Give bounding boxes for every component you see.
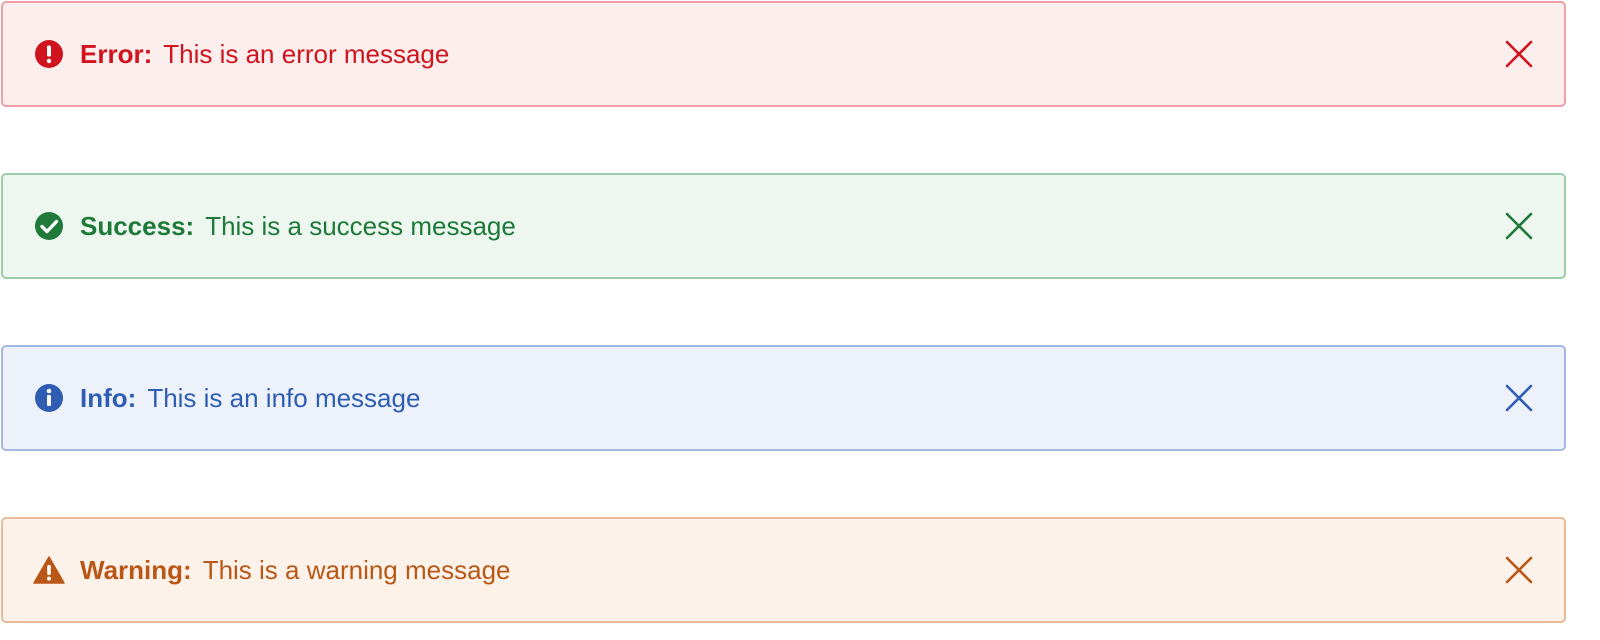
alert-text: Success: This is a success message bbox=[80, 175, 516, 277]
alert-text: Error: This is an error message bbox=[80, 3, 449, 105]
close-icon bbox=[1505, 384, 1533, 412]
alert-message: This is an error message bbox=[163, 38, 450, 69]
close-button[interactable] bbox=[1501, 36, 1537, 72]
close-icon bbox=[1505, 212, 1533, 240]
alert-text: Warning: This is a warning message bbox=[80, 519, 511, 621]
alert-message: This is an info message bbox=[147, 382, 421, 413]
success-alert: Success: This is a success message bbox=[1, 173, 1566, 279]
info-circle-icon bbox=[33, 382, 65, 414]
alert-title: Warning: bbox=[80, 554, 192, 585]
alert-title: Success: bbox=[80, 210, 195, 241]
alert-title: Error: bbox=[80, 38, 153, 69]
warning-triangle-icon bbox=[33, 554, 65, 586]
alert-message: This is a warning message bbox=[202, 554, 511, 585]
error-alert: Error: This is an error message bbox=[1, 1, 1566, 107]
close-button[interactable] bbox=[1501, 380, 1537, 416]
check-circle-icon bbox=[33, 210, 65, 242]
alert-text: Info: This is an info message bbox=[80, 347, 420, 449]
warning-alert: Warning: This is a warning message bbox=[1, 517, 1566, 623]
alert-title: Info: bbox=[80, 382, 137, 413]
info-alert: Info: This is an info message bbox=[1, 345, 1566, 451]
exclamation-circle-icon bbox=[33, 38, 65, 70]
alert-message: This is a success message bbox=[205, 210, 516, 241]
close-button[interactable] bbox=[1501, 208, 1537, 244]
close-button[interactable] bbox=[1501, 552, 1537, 588]
close-icon bbox=[1505, 40, 1533, 68]
close-icon bbox=[1505, 556, 1533, 584]
